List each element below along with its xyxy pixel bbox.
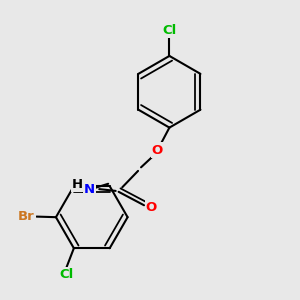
Text: O: O: [152, 143, 163, 157]
Text: Br: Br: [18, 210, 34, 223]
Text: O: O: [146, 201, 157, 214]
Text: Cl: Cl: [59, 268, 74, 281]
Text: H: H: [72, 178, 83, 190]
Text: N: N: [84, 183, 95, 196]
Text: Cl: Cl: [162, 24, 176, 37]
